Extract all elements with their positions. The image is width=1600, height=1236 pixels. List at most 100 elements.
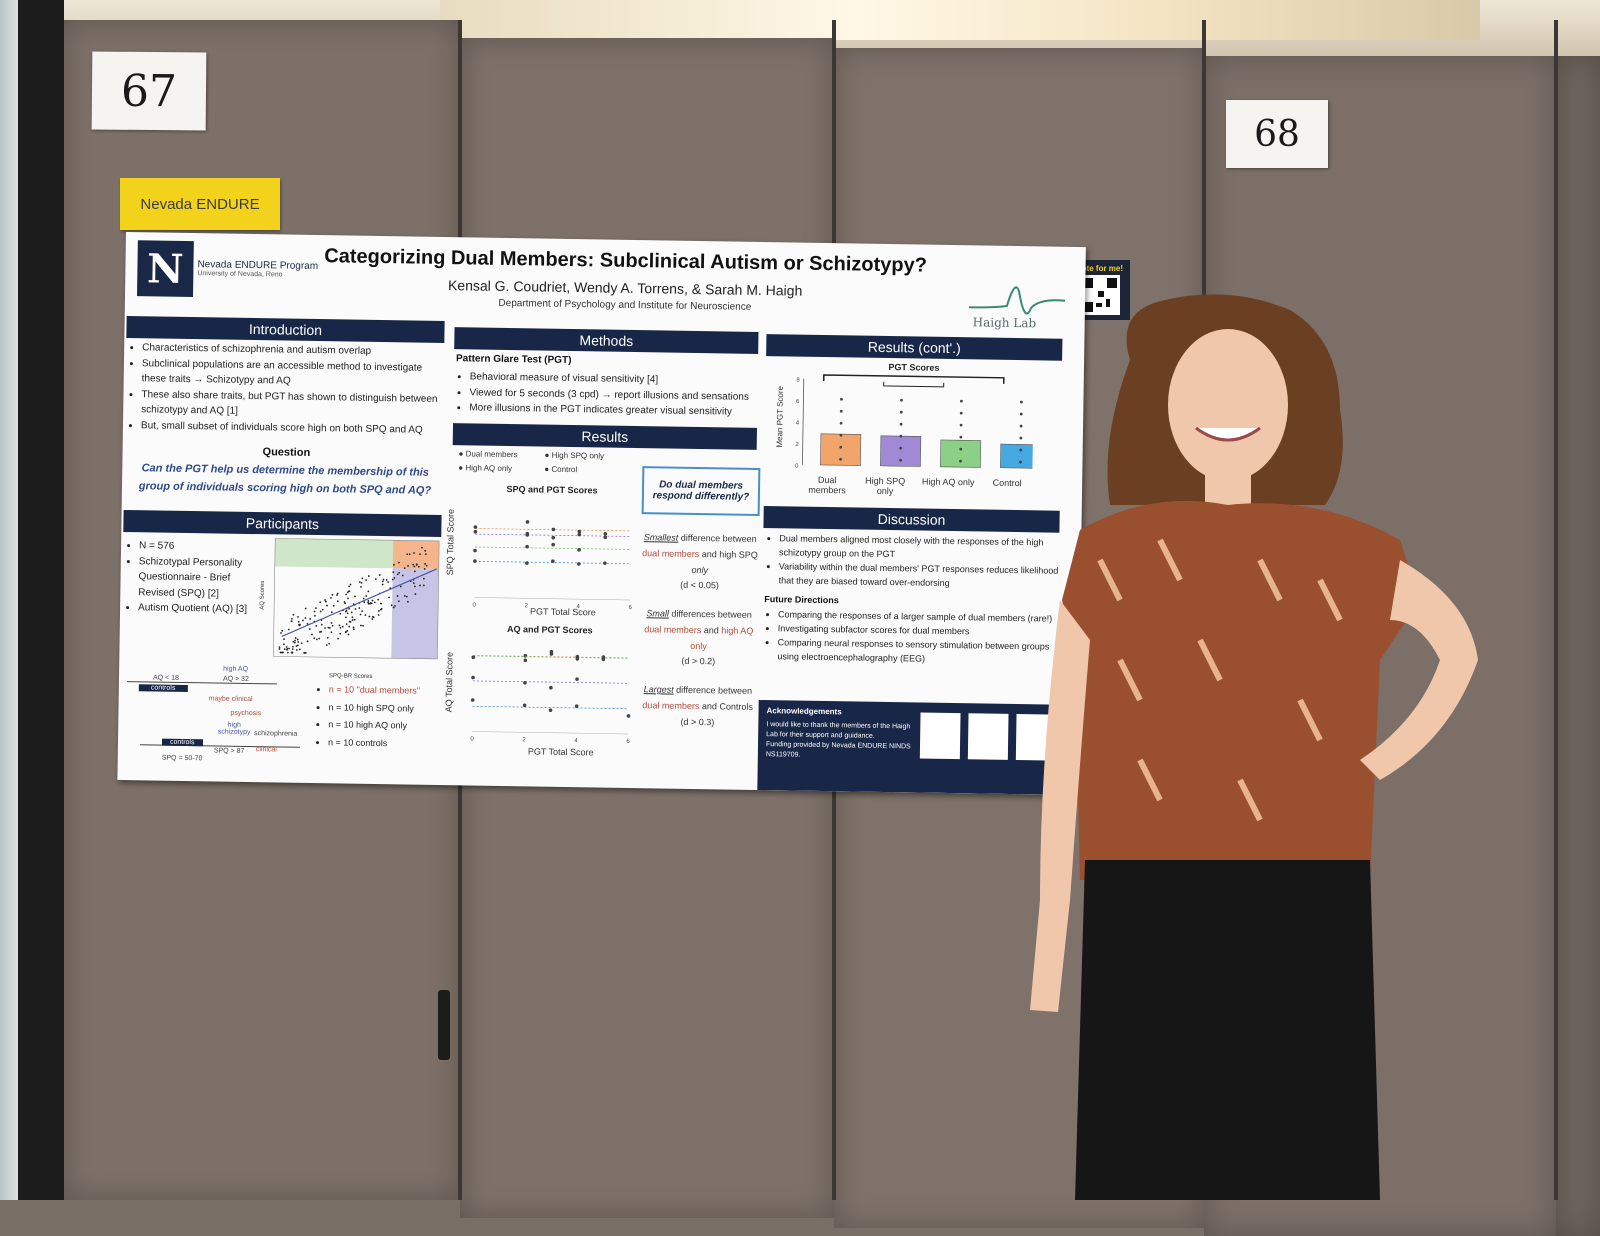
data-point [525,544,529,549]
bar-tick-label: 2 [795,442,799,448]
participant-point [415,563,418,566]
data-point [601,657,606,662]
right-arm [1360,560,1478,780]
data-point [548,708,553,713]
participant-point [330,596,332,599]
bar-point [899,434,903,438]
participant-point [311,633,313,636]
data-point [471,675,475,680]
participant-point [360,581,363,584]
participant-point [336,594,338,596]
participant-point [419,584,421,587]
data-point [549,685,553,690]
left-arm [1030,600,1090,1012]
bar-point [959,423,963,427]
panel-latch [438,990,450,1060]
participant-point [294,639,296,642]
bar-point [1019,412,1023,416]
participant-point [295,645,298,647]
participant-point [352,628,355,631]
participant-point [280,651,283,654]
participant-point [351,619,354,621]
participant-point [348,607,351,610]
participant-point [292,640,295,643]
participant-point [302,619,304,622]
participant-point [367,590,370,593]
side-wall [0,0,22,1200]
participant-point [298,624,301,627]
participant-point [337,637,340,640]
booth-number-68: 68 [1226,100,1328,168]
bar-point [899,458,902,462]
participant-point [368,615,371,618]
participant-point [325,600,327,603]
data-point [473,529,478,534]
participant-point [372,615,374,618]
bar-point [959,411,963,415]
participant-point [306,622,309,625]
participant-point [403,567,406,570]
participant-point [367,575,370,577]
bar-point [839,445,843,449]
participant-point [354,608,357,610]
participant-point [380,602,382,605]
bar-tick-label: 0 [795,464,799,470]
participant-point [320,630,323,633]
participant-point [421,546,423,549]
participant-point [412,563,415,566]
participant-point [377,614,380,616]
participant-point [407,565,409,567]
participant-point [359,613,362,616]
blouse-pattern [1097,538,1343,822]
bar-point [899,446,903,450]
participant-point [297,620,300,623]
participant-point [344,610,347,613]
data-point [603,561,607,565]
bar-y-axis [802,378,805,465]
data-point [549,649,554,654]
participant-point [413,565,416,568]
participant-point [285,646,288,648]
participant-point [304,617,307,619]
participant-point [374,578,377,580]
bar-point [960,399,963,403]
data-point [523,658,528,663]
presenter-person [1030,294,1478,1200]
participant-point [347,633,350,636]
participant-point [331,624,334,627]
participant-point [401,574,404,577]
participant-point [303,651,306,654]
data-point [470,698,475,702]
participant-point [361,577,364,580]
participant-point [315,638,318,641]
face [1168,329,1288,481]
participant-point [394,605,396,607]
spq-pgt-scatter: 0 2 4 6 [472,520,633,610]
participant-point [321,608,324,611]
participant-point [348,620,351,623]
bar-point [840,397,843,401]
participant-point [360,624,362,627]
participant-point [425,564,428,567]
participant-point [338,624,341,627]
participant-point [327,626,330,629]
participants-scatter [273,538,440,660]
haigh-lab-logo-icon [968,286,1066,315]
participant-point [290,617,293,620]
nevada-endure-sticky: Nevada ENDURE [120,178,280,230]
participant-point [328,627,331,629]
participant-point [396,595,399,597]
scatter-tick-label: 2 [522,737,526,743]
participant-point [294,637,297,639]
participant-point [287,628,290,631]
participant-point [378,574,381,576]
participant-point [365,579,367,581]
bar [940,439,982,468]
participant-point [348,585,351,588]
participant-point [388,596,390,599]
dual-region [392,540,440,569]
participant-point [325,644,328,647]
participant-point [367,601,369,604]
aq-pgt-scatter: 0 2 4 6 [470,649,630,744]
scatter-tick-label: 6 [628,605,632,610]
